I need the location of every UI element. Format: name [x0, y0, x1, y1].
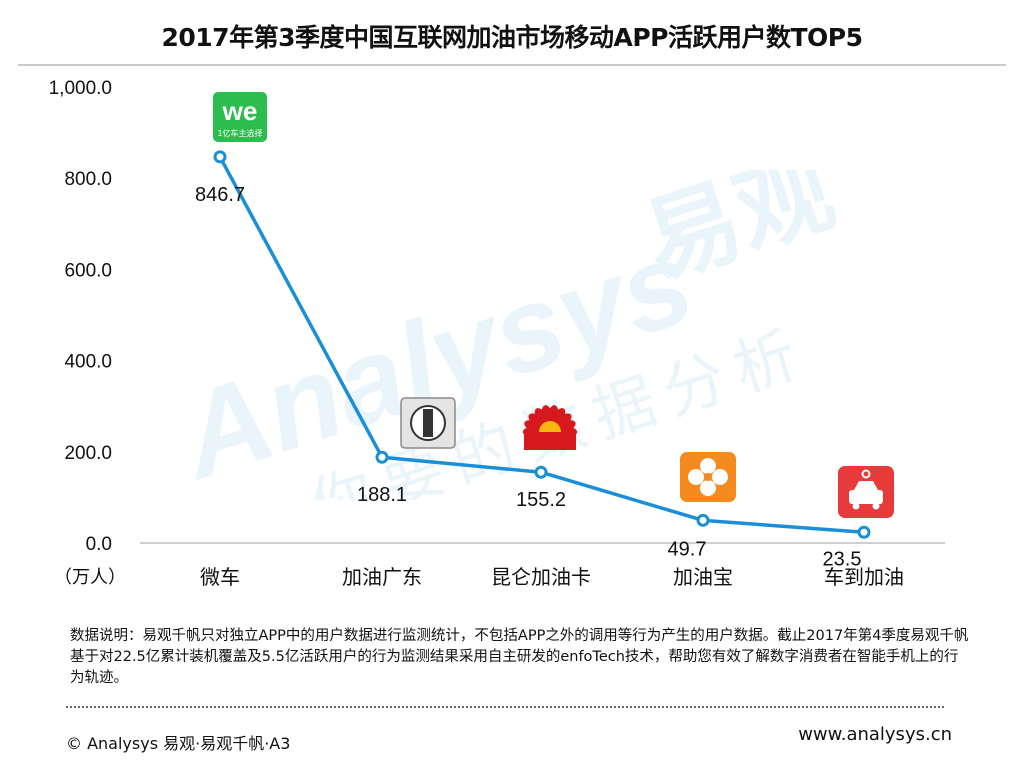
data-note: 数据说明：易观千帆只对独立APP中的用户数据进行监测统计，不包括APP之外的调用…	[70, 628, 969, 686]
icon-wheel	[872, 502, 880, 510]
data-label: 49.7	[668, 538, 707, 560]
sinopec-logo-icon	[400, 397, 456, 449]
copyright-text: © Analysys 易观·易观千帆·A3	[66, 734, 291, 753]
icon-car-roof	[854, 481, 878, 490]
data-point	[696, 513, 710, 527]
icon-base	[524, 432, 576, 450]
icon-bg	[213, 92, 267, 142]
x-tick-label: 车到加油	[824, 565, 904, 589]
icon-petal	[712, 469, 728, 485]
y-tick-label: 600.0	[64, 260, 112, 281]
data-point	[534, 465, 548, 479]
x-tick-label: 加油广东	[342, 565, 422, 589]
website-link[interactable]: www.analysys.cn	[798, 724, 952, 745]
title-divider	[18, 64, 1006, 66]
data-point	[375, 450, 389, 464]
icon-text: we	[222, 96, 258, 126]
y-tick-label: 0.0	[86, 534, 112, 555]
weche-logo-icon: we 1亿车主选择	[213, 92, 267, 142]
y-tick-label: 400.0	[64, 352, 112, 373]
x-tick-label: 加油宝	[673, 565, 733, 589]
y-axis-unit: （万人）	[54, 567, 126, 588]
icon-pin	[861, 469, 871, 479]
x-tick-label: 微车	[200, 565, 240, 589]
data-label: 23.5	[823, 548, 862, 570]
icon-subtext: 1亿车主选择	[217, 128, 262, 138]
petrochina-logo-icon	[522, 405, 578, 450]
data-point	[213, 150, 227, 164]
icon-petal	[688, 469, 704, 485]
y-tick-label: 200.0	[64, 443, 112, 464]
y-tick-label: 800.0	[64, 169, 112, 190]
page-title: 2017年第3季度中国互联网加油市场移动APP活跃用户数TOP5	[161, 23, 864, 52]
icon-car-body	[849, 490, 883, 504]
data-label: 155.2	[516, 489, 566, 511]
icon-pillar	[423, 409, 433, 437]
line-chart: 0.0 200.0 400.0 600.0 800.0 1,000.0 （万人） 微车 加油广东…	[49, 78, 945, 589]
data-label: 188.1	[357, 484, 407, 506]
x-tick-label: 昆仑加油卡	[491, 565, 591, 589]
icon-petal	[700, 480, 716, 496]
car-app-icon	[838, 466, 894, 518]
y-tick-label: 1,000.0	[49, 78, 112, 99]
footer-divider	[66, 706, 944, 708]
icon-wheel	[852, 502, 860, 510]
flower-app-icon	[680, 452, 736, 502]
data-point	[857, 525, 871, 539]
icon-petal	[700, 458, 716, 474]
data-label: 846.7	[195, 184, 245, 206]
icon-center	[704, 473, 712, 481]
